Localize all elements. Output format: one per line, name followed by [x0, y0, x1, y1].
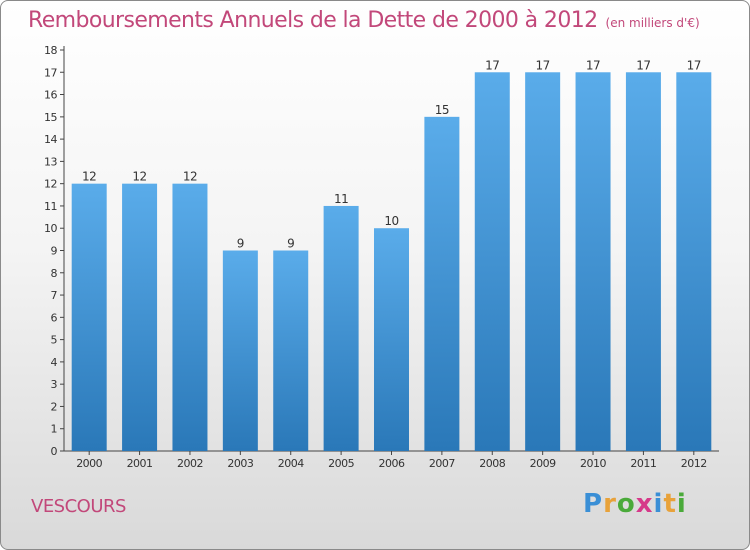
bar-2002	[172, 183, 208, 451]
logo-letter: x	[635, 489, 654, 519]
x-tick-label: 2000	[76, 457, 102, 470]
bar-2011	[625, 72, 661, 452]
x-tick-label: 2002	[177, 457, 203, 470]
logo-letter: r	[603, 489, 617, 519]
logo-letter: o	[616, 489, 636, 519]
logo-letter: i	[653, 489, 664, 519]
bar-2006	[374, 228, 409, 451]
bar-2012	[676, 72, 712, 452]
x-tick-label: 2004	[278, 457, 304, 470]
y-tick-label: 13	[44, 155, 57, 168]
bar-value-label: 11	[334, 192, 348, 206]
x-tick-label: 2009	[530, 457, 556, 470]
x-tick-label: 2008	[479, 457, 505, 470]
bar-value-label: 12	[132, 170, 146, 184]
x-tick-label: 2006	[379, 457, 405, 470]
x-tick-label: 2007	[429, 457, 455, 470]
bar-value-label: 12	[183, 170, 197, 184]
bar-2005	[323, 205, 359, 451]
y-tick-label: 8	[51, 267, 58, 280]
bar-2004	[273, 250, 309, 451]
x-tick-label: 2011	[630, 457, 656, 470]
bar-2007	[424, 116, 460, 451]
bar-2008	[474, 72, 510, 452]
y-tick-label: 3	[51, 378, 58, 391]
x-tick-label: 2005	[328, 457, 354, 470]
bar-value-label: 17	[586, 58, 600, 72]
x-tick-label: 2001	[127, 457, 153, 470]
x-tick-label: 2012	[681, 457, 707, 470]
bar-2000	[71, 183, 107, 451]
bar-value-label: 10	[384, 214, 398, 228]
bar-2009	[525, 72, 561, 452]
y-tick-label: 12	[44, 178, 57, 191]
bar-value-label: 17	[687, 58, 701, 72]
y-tick-label: 5	[51, 334, 58, 347]
y-tick-label: 2	[51, 400, 58, 413]
x-tick-label: 2003	[227, 457, 253, 470]
y-tick-label: 16	[44, 89, 57, 102]
y-tick-label: 4	[51, 356, 58, 369]
bar-2010	[575, 72, 611, 452]
bar-value-label: 17	[536, 58, 550, 72]
x-tick-label: 2010	[580, 457, 606, 470]
proxiti-logo: Proxiti	[583, 489, 687, 519]
y-tick-label: 7	[51, 289, 58, 302]
chart-subtitle: (en milliers d'€)	[605, 16, 700, 30]
y-tick-label: 1	[51, 423, 58, 436]
y-tick-label: 17	[44, 66, 57, 79]
y-tick-label: 15	[44, 111, 57, 124]
bar-2001	[122, 183, 158, 451]
y-tick-label: 9	[51, 245, 58, 258]
y-tick-label: 10	[44, 222, 57, 235]
bar-value-label: 17	[636, 58, 650, 72]
chart-labels: 12 2000 12 2001 12 2002 9 2003 9 2004 11 2005 10 2006…	[76, 58, 707, 470]
y-tick-label: 18	[44, 44, 57, 57]
y-tick-label: 0	[51, 445, 58, 458]
bar-value-label: 12	[82, 170, 96, 184]
bar-value-label: 17	[485, 58, 499, 72]
y-tick-label: 6	[51, 311, 58, 324]
y-tick-label: 11	[44, 200, 57, 213]
chart-bars	[71, 72, 712, 452]
bar-value-label: 15	[435, 103, 449, 117]
y-tick-label: 14	[44, 133, 57, 146]
bar-2003	[222, 250, 258, 451]
chart-title-text: Remboursements Annuels de la Dette de 20…	[28, 8, 598, 33]
commune-name: VESCOURS	[31, 496, 126, 517]
bar-value-label: 9	[237, 237, 244, 251]
logo-letter: P	[583, 489, 604, 519]
logo-letter: t	[663, 489, 677, 519]
logo-letter: i	[676, 489, 687, 519]
bar-value-label: 9	[287, 237, 294, 251]
chart-title: Remboursements Annuels de la Dette de 20…	[28, 8, 700, 33]
